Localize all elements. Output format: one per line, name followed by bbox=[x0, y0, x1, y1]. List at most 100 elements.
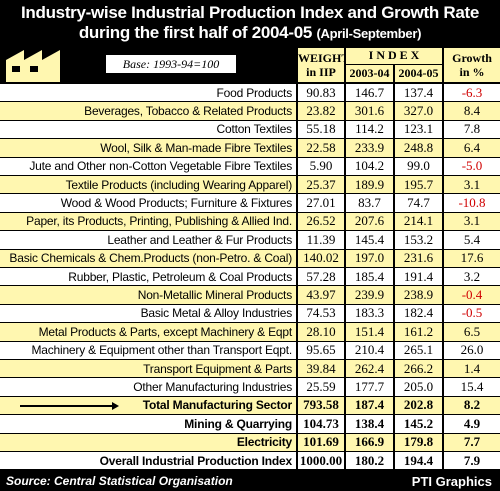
cell-value: 7.7 bbox=[444, 433, 500, 451]
row-label: Rubber, Plastic, Petroleum & Coal Produc… bbox=[0, 268, 296, 286]
cell-value: 99.0 bbox=[395, 157, 442, 175]
cell-value: 17.6 bbox=[444, 249, 500, 267]
cell-value: 101.69 bbox=[298, 433, 344, 451]
cell-value: 5.90 bbox=[298, 157, 344, 175]
credit: PTI Graphics bbox=[411, 474, 492, 489]
row-label: Cotton Textiles bbox=[0, 120, 296, 139]
cell-value: 210.4 bbox=[346, 341, 393, 359]
cell-value: 238.9 bbox=[395, 286, 442, 304]
row-label: Metal Products & Parts, except Machinery… bbox=[0, 323, 296, 341]
growth-sub: in % bbox=[459, 65, 485, 79]
row-label: Food Products bbox=[0, 84, 296, 102]
cell-value: 183.3 bbox=[346, 304, 393, 323]
row-label: Paper, its Products, Printing, Publishin… bbox=[0, 212, 296, 231]
row-label: Jute and Other non-Cotton Vegetable Fibr… bbox=[0, 157, 296, 175]
cell-value: 1000.00 bbox=[298, 452, 344, 470]
arrow-head bbox=[112, 402, 119, 410]
cell-value: 15.4 bbox=[444, 378, 500, 396]
cell-value: 145.2 bbox=[395, 415, 442, 433]
growth-header: Growth in % bbox=[444, 48, 500, 82]
cell-value: 793.58 bbox=[298, 396, 344, 415]
cell-value: 177.7 bbox=[346, 378, 393, 396]
cell-value: 195.7 bbox=[395, 176, 442, 194]
cell-value: 26.52 bbox=[298, 212, 344, 231]
cell-value: -0.4 bbox=[444, 286, 500, 304]
cell-value: 8.4 bbox=[444, 102, 500, 120]
cell-value: 3.1 bbox=[444, 176, 500, 194]
title-note: (April-September) bbox=[316, 26, 422, 41]
year1-header: 2003-04 bbox=[346, 65, 393, 82]
row-label: Non-Metallic Mineral Products bbox=[0, 286, 296, 304]
cell-value: 248.8 bbox=[395, 139, 442, 157]
title-main: during the first half of 2004-05 bbox=[78, 23, 313, 42]
cell-value: -0.5 bbox=[444, 304, 500, 323]
row-label: Wool, Silk & Man-made Fibre Textiles bbox=[0, 139, 296, 157]
cell-value: 191.4 bbox=[395, 268, 442, 286]
cell-value: 6.4 bbox=[444, 139, 500, 157]
factory-icon bbox=[6, 50, 60, 82]
weight-sub: in IIP bbox=[306, 65, 336, 79]
row-label: Machinery & Equipment other than Transpo… bbox=[0, 341, 296, 359]
row-label: Leather and Leather & Fur Products bbox=[0, 231, 296, 249]
cell-value: 90.83 bbox=[298, 84, 344, 102]
cell-value: 123.1 bbox=[395, 120, 442, 139]
cell-value: 25.37 bbox=[298, 176, 344, 194]
cell-value: 11.39 bbox=[298, 231, 344, 249]
cell-value: 262.4 bbox=[346, 360, 393, 378]
cell-value: 179.8 bbox=[395, 433, 442, 451]
growth-label: Growth bbox=[452, 51, 492, 65]
cell-value: 28.10 bbox=[298, 323, 344, 341]
cell-value: 185.4 bbox=[346, 268, 393, 286]
cell-value: 166.9 bbox=[346, 433, 393, 451]
cell-value: 22.58 bbox=[298, 139, 344, 157]
cell-value: 8.2 bbox=[444, 396, 500, 415]
year2-header: 2004-05 bbox=[395, 65, 442, 82]
row-label: Beverages, Tobacco & Related Products bbox=[0, 102, 296, 120]
cell-value: 239.9 bbox=[346, 286, 393, 304]
index-header: I N D E X bbox=[346, 48, 442, 64]
cell-value: 146.7 bbox=[346, 84, 393, 102]
cell-value: 140.02 bbox=[298, 249, 344, 267]
cell-value: 57.28 bbox=[298, 268, 344, 286]
cell-value: 153.2 bbox=[395, 231, 442, 249]
cell-value: 114.2 bbox=[346, 120, 393, 139]
cell-value: 202.8 bbox=[395, 396, 442, 415]
window bbox=[30, 66, 38, 72]
cell-value: 137.4 bbox=[395, 84, 442, 102]
row-label: Other Manufacturing Industries bbox=[0, 378, 296, 396]
cell-value: 104.73 bbox=[298, 415, 344, 433]
row-label: Mining & Quarrying bbox=[0, 415, 296, 433]
arrow bbox=[20, 405, 115, 407]
cell-value: 161.2 bbox=[395, 323, 442, 341]
cell-value: 138.4 bbox=[346, 415, 393, 433]
cell-value: 182.4 bbox=[395, 304, 442, 323]
cell-value: 180.2 bbox=[346, 452, 393, 470]
cell-value: 55.18 bbox=[298, 120, 344, 139]
cell-value: 301.6 bbox=[346, 102, 393, 120]
row-label: Transport Equipment & Parts bbox=[0, 360, 296, 378]
cell-value: 43.97 bbox=[298, 286, 344, 304]
row-label: Textile Products (including Wearing Appa… bbox=[0, 176, 296, 194]
title-line2: during the first half of 2004-05 (April-… bbox=[0, 23, 500, 43]
cell-value: 266.2 bbox=[395, 360, 442, 378]
row-label: Total Manufacturing Sector bbox=[0, 396, 296, 415]
cell-value: 4.9 bbox=[444, 415, 500, 433]
row-label: Electricity bbox=[0, 433, 296, 451]
cell-value: 233.9 bbox=[346, 139, 393, 157]
row-label: Basic Metal & Alloy Industries bbox=[0, 304, 296, 323]
cell-value: 187.4 bbox=[346, 396, 393, 415]
cell-value: 1.4 bbox=[444, 360, 500, 378]
cell-value: 214.1 bbox=[395, 212, 442, 231]
cell-value: 231.6 bbox=[395, 249, 442, 267]
weight-header: WEIGHT in IIP bbox=[298, 48, 350, 82]
cell-value: 74.53 bbox=[298, 304, 344, 323]
row-label: Wood & Wood Products; Furniture & Fixtur… bbox=[0, 194, 296, 212]
weight-label: WEIGHT bbox=[298, 51, 350, 65]
cell-value: 265.1 bbox=[395, 341, 442, 359]
cell-value: -6.3 bbox=[444, 84, 500, 102]
cell-value: 74.7 bbox=[395, 194, 442, 212]
cell-value: 145.4 bbox=[346, 231, 393, 249]
cell-value: 25.59 bbox=[298, 378, 344, 396]
cell-value: 27.01 bbox=[298, 194, 344, 212]
